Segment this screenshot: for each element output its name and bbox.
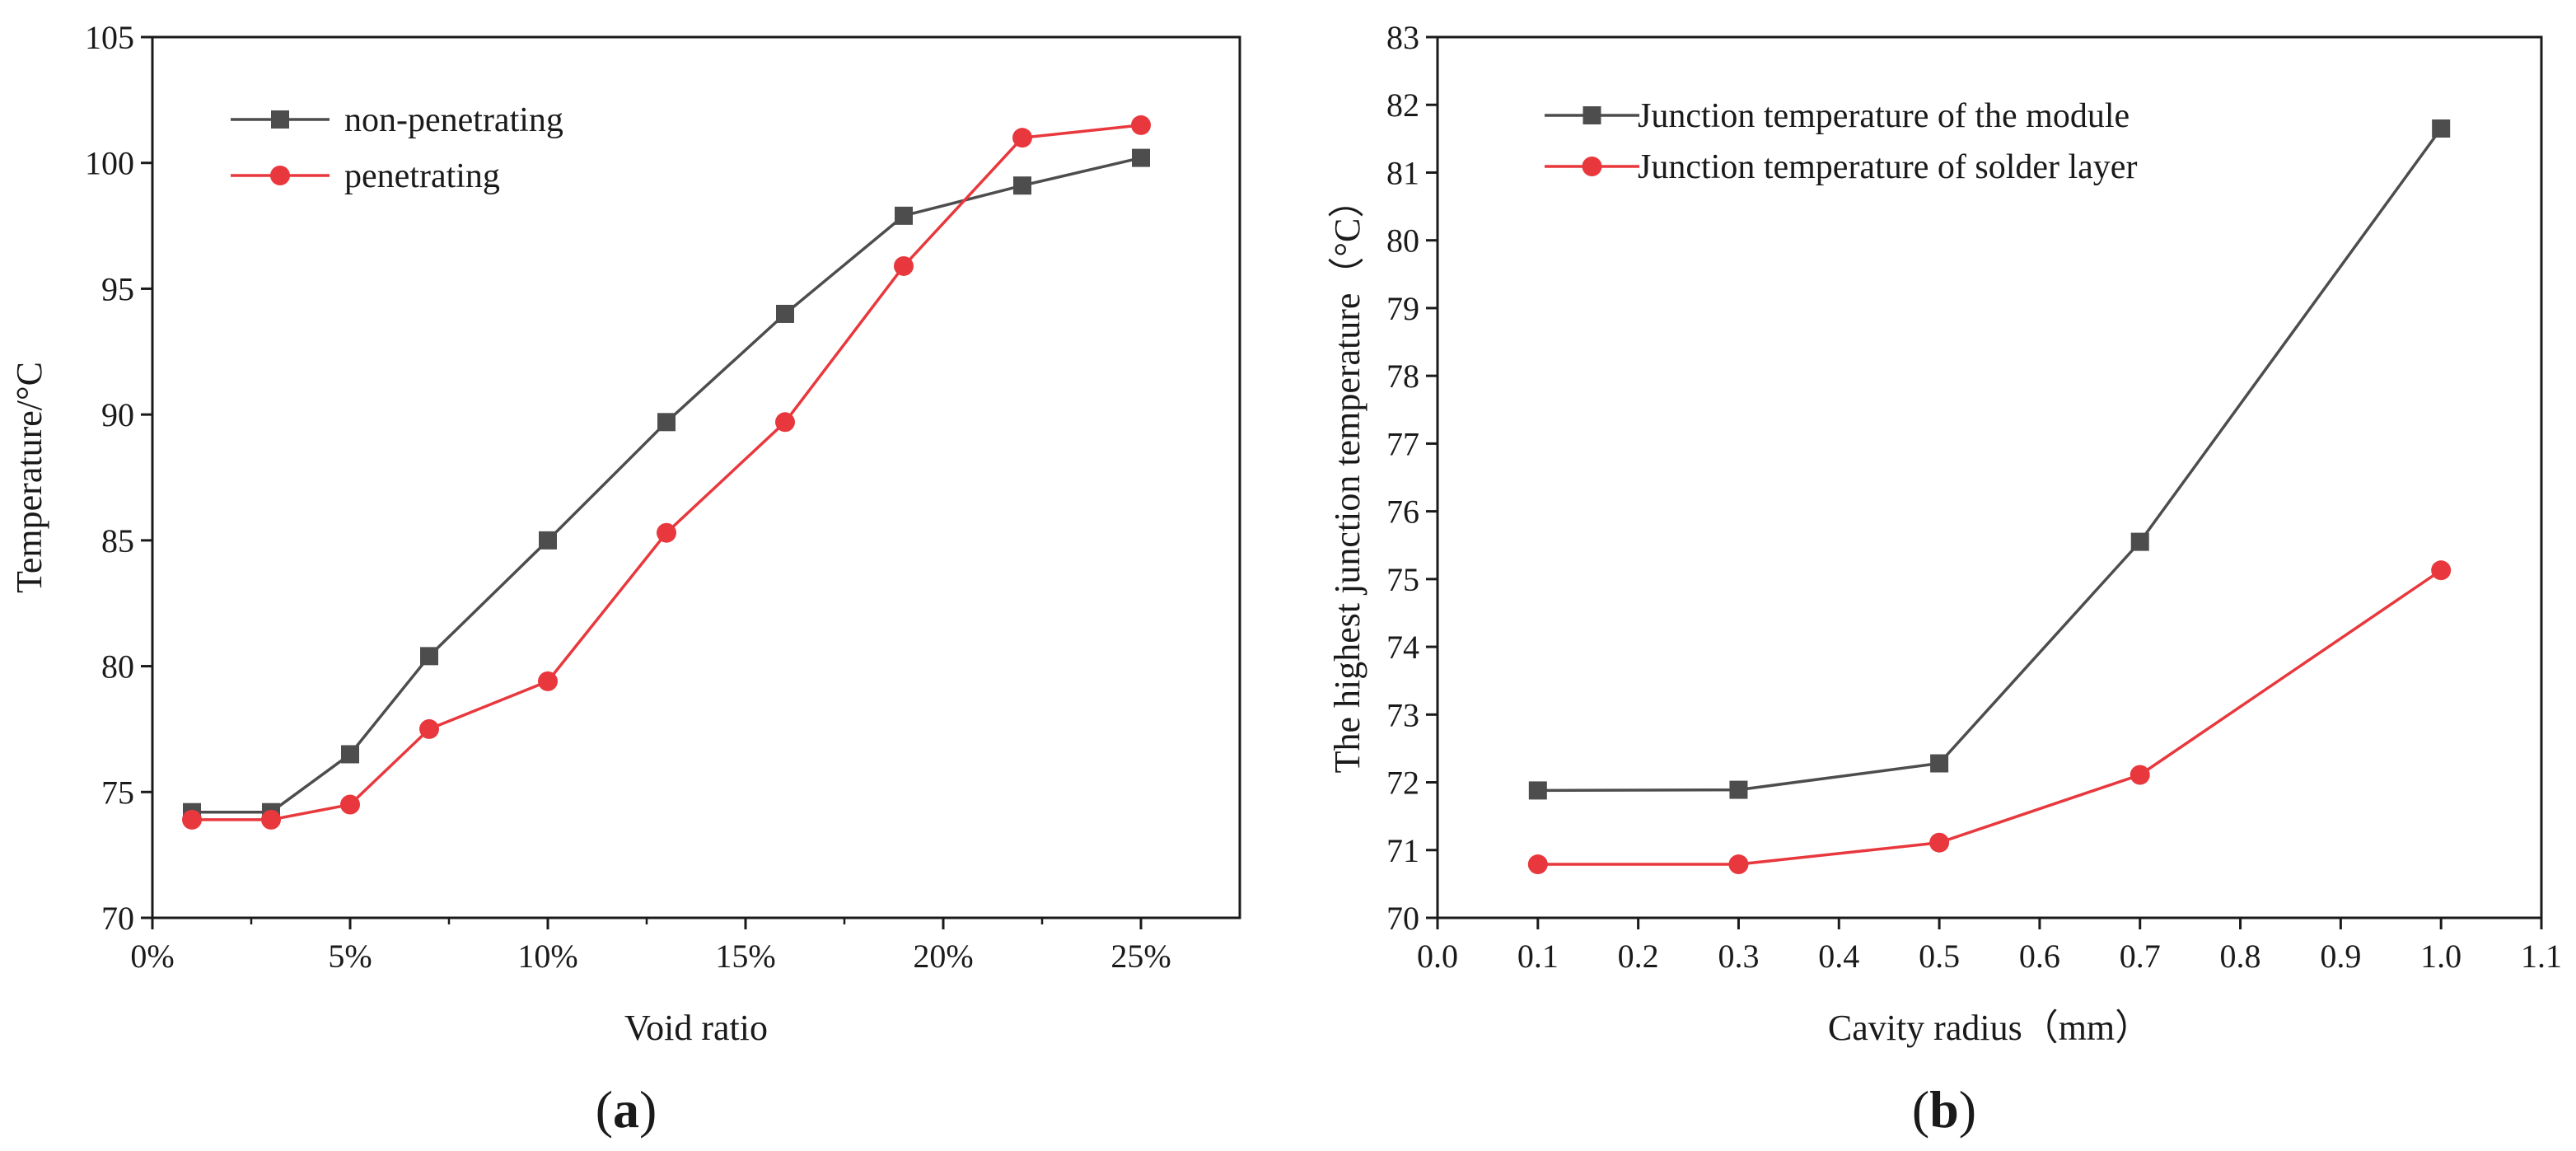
series-line bbox=[192, 124, 1142, 821]
y-tick-label: 83 bbox=[1386, 19, 1419, 56]
series-line bbox=[1537, 127, 2443, 793]
data-point bbox=[1930, 754, 1949, 773]
data-point bbox=[1929, 832, 1950, 853]
plot-frame bbox=[151, 35, 1241, 919]
legend: Junction temperature of the module Juncti… bbox=[1545, 97, 2137, 186]
series-1 bbox=[182, 115, 1151, 830]
x-axis-label: Cavity radius（mm） bbox=[1828, 1008, 2151, 1048]
legend-marker bbox=[1582, 157, 1602, 176]
x-tick-label: 20% bbox=[913, 938, 973, 975]
legend-marker bbox=[270, 166, 290, 185]
x-tick-label: 0.6 bbox=[2019, 938, 2060, 975]
y-tick-label: 74 bbox=[1386, 629, 1419, 666]
data-point bbox=[2431, 560, 2452, 581]
y-tick-label: 79 bbox=[1386, 290, 1419, 327]
x-tick-label: 25% bbox=[1110, 938, 1171, 975]
data-point bbox=[1132, 148, 1150, 167]
legend-marker bbox=[1583, 106, 1601, 124]
data-point bbox=[1013, 176, 1031, 195]
data-point bbox=[341, 745, 359, 764]
x-axis-label: Void ratio bbox=[624, 1008, 768, 1048]
data-point bbox=[261, 809, 281, 830]
data-point bbox=[182, 809, 202, 830]
data-point bbox=[657, 413, 676, 432]
x-tick-label: 0.9 bbox=[2320, 938, 2361, 975]
x-tick-label: 1.1 bbox=[2521, 938, 2562, 975]
data-point bbox=[340, 794, 360, 815]
data-point bbox=[776, 304, 794, 323]
y-tick-label: 71 bbox=[1386, 832, 1419, 869]
y-tick-label: 80 bbox=[101, 648, 134, 685]
panel-label: (b) bbox=[1912, 1080, 1976, 1139]
x-tick-label: 0.7 bbox=[2120, 938, 2161, 975]
data-point bbox=[420, 647, 438, 666]
series-line bbox=[192, 156, 1142, 814]
y-tick-label: 95 bbox=[101, 270, 134, 307]
y-tick-label: 82 bbox=[1386, 87, 1419, 124]
data-point bbox=[894, 255, 914, 276]
data-point bbox=[1527, 854, 1548, 875]
plot-frame bbox=[1436, 35, 2543, 919]
x-tick-label: 0.5 bbox=[1919, 938, 1960, 975]
data-point bbox=[1528, 781, 1547, 800]
x-tick-label: 15% bbox=[715, 938, 775, 975]
legend-marker bbox=[271, 110, 289, 129]
legend-label: non-penetrating bbox=[344, 101, 563, 139]
data-point bbox=[1729, 780, 1748, 799]
x-tick-label: 0.0 bbox=[1417, 938, 1458, 975]
panel-letter: b bbox=[1929, 1080, 1959, 1139]
legend: non-penetrating penetrating bbox=[231, 101, 563, 195]
data-point bbox=[895, 206, 913, 225]
y-tick-label: 73 bbox=[1386, 696, 1419, 733]
legend-label: Junction temperature of solder layer bbox=[1638, 148, 2137, 186]
x-tick-label: 0% bbox=[130, 938, 174, 975]
series-0 bbox=[183, 148, 1150, 821]
y-tick-label: 70 bbox=[1386, 900, 1419, 937]
x-tick-label: 0.3 bbox=[1718, 938, 1759, 975]
legend-label: penetrating bbox=[344, 157, 500, 195]
y-tick-label: 105 bbox=[85, 19, 134, 56]
data-point bbox=[2130, 765, 2150, 785]
y-tick-label: 85 bbox=[101, 522, 134, 559]
x-tick-label: 0.4 bbox=[1818, 938, 1859, 975]
y-tick-label: 100 bbox=[85, 145, 134, 182]
y-tick-label: 80 bbox=[1386, 222, 1419, 260]
chart-a: 70 75 80 85 90 95 100 105 0% 5% 10% 15% 20% 25% Void r… bbox=[9, 19, 1241, 1139]
series-1 bbox=[1527, 560, 2452, 875]
data-point bbox=[538, 671, 558, 691]
data-point bbox=[419, 718, 439, 739]
y-axis-label: The highest junction temperature（°C） bbox=[1327, 182, 1367, 774]
data-point bbox=[2130, 532, 2149, 551]
data-point bbox=[657, 522, 676, 543]
series-line bbox=[1537, 568, 2443, 866]
y-tick-label: 75 bbox=[1386, 561, 1419, 598]
y-tick-label: 81 bbox=[1386, 154, 1419, 191]
x-tick-label: 5% bbox=[328, 938, 372, 975]
data-point bbox=[1728, 854, 1749, 875]
y-tick-label: 77 bbox=[1386, 425, 1419, 462]
y-tick-label: 78 bbox=[1386, 358, 1419, 395]
y-axis-label: Temperature/°C bbox=[9, 362, 49, 593]
x-tick-label: 0.1 bbox=[1517, 938, 1559, 975]
data-point bbox=[1012, 128, 1032, 148]
y-tick-label: 70 bbox=[101, 900, 134, 937]
data-point bbox=[539, 531, 557, 550]
data-point bbox=[2432, 119, 2451, 138]
panel-label: (a) bbox=[596, 1080, 657, 1139]
panel-letter: a bbox=[613, 1080, 639, 1139]
x-tick-label: 0.8 bbox=[2220, 938, 2261, 975]
y-tick-label: 75 bbox=[101, 774, 134, 811]
y-tick-label: 76 bbox=[1386, 494, 1419, 531]
data-point bbox=[1131, 115, 1151, 135]
chart-b: 70 71 72 73 74 75 76 77 78 79 80 81 82 83 0.0 0.1 0.2 0.3… bbox=[1327, 19, 2562, 1139]
legend-label: Junction temperature of the module bbox=[1638, 97, 2130, 135]
data-point bbox=[775, 412, 795, 433]
x-tick-label: 0.2 bbox=[1618, 938, 1659, 975]
y-tick-label: 72 bbox=[1386, 765, 1419, 802]
x-tick-label: 10% bbox=[517, 938, 577, 975]
series-0 bbox=[1528, 119, 2451, 800]
y-tick-label: 90 bbox=[101, 396, 134, 433]
x-tick-label: 1.0 bbox=[2420, 938, 2461, 975]
